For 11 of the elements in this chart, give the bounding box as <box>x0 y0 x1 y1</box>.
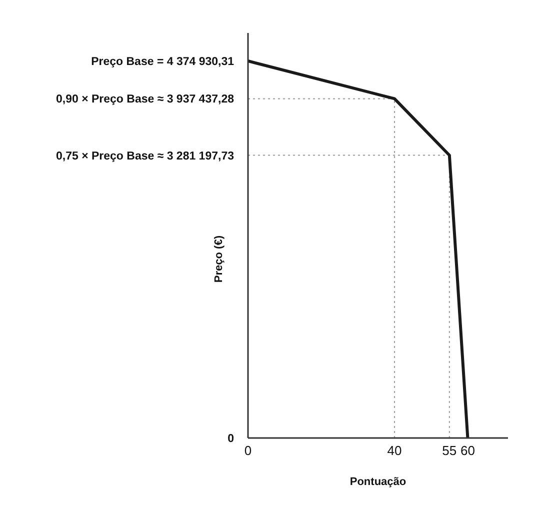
y-tick-label: Preço Base = 4 374 930,31 <box>91 56 235 68</box>
x-tick-label: 0 <box>244 443 252 458</box>
line-series <box>248 60 470 438</box>
x-tick-label: 40 <box>387 443 402 458</box>
y-tick-label: 0,75 × Preço Base ≈ 3 281 197,73 <box>56 150 234 162</box>
x-axis-title: Pontuação <box>350 476 406 488</box>
x-tick-label: 60 <box>460 443 475 458</box>
x-tick-label: 55 <box>442 443 457 458</box>
y-axis-title: Preço (€) <box>212 235 225 283</box>
y-tick-label: 0 <box>228 433 234 445</box>
y-tick-label: 0,90 × Preço Base ≈ 3 937 437,28 <box>56 94 235 106</box>
